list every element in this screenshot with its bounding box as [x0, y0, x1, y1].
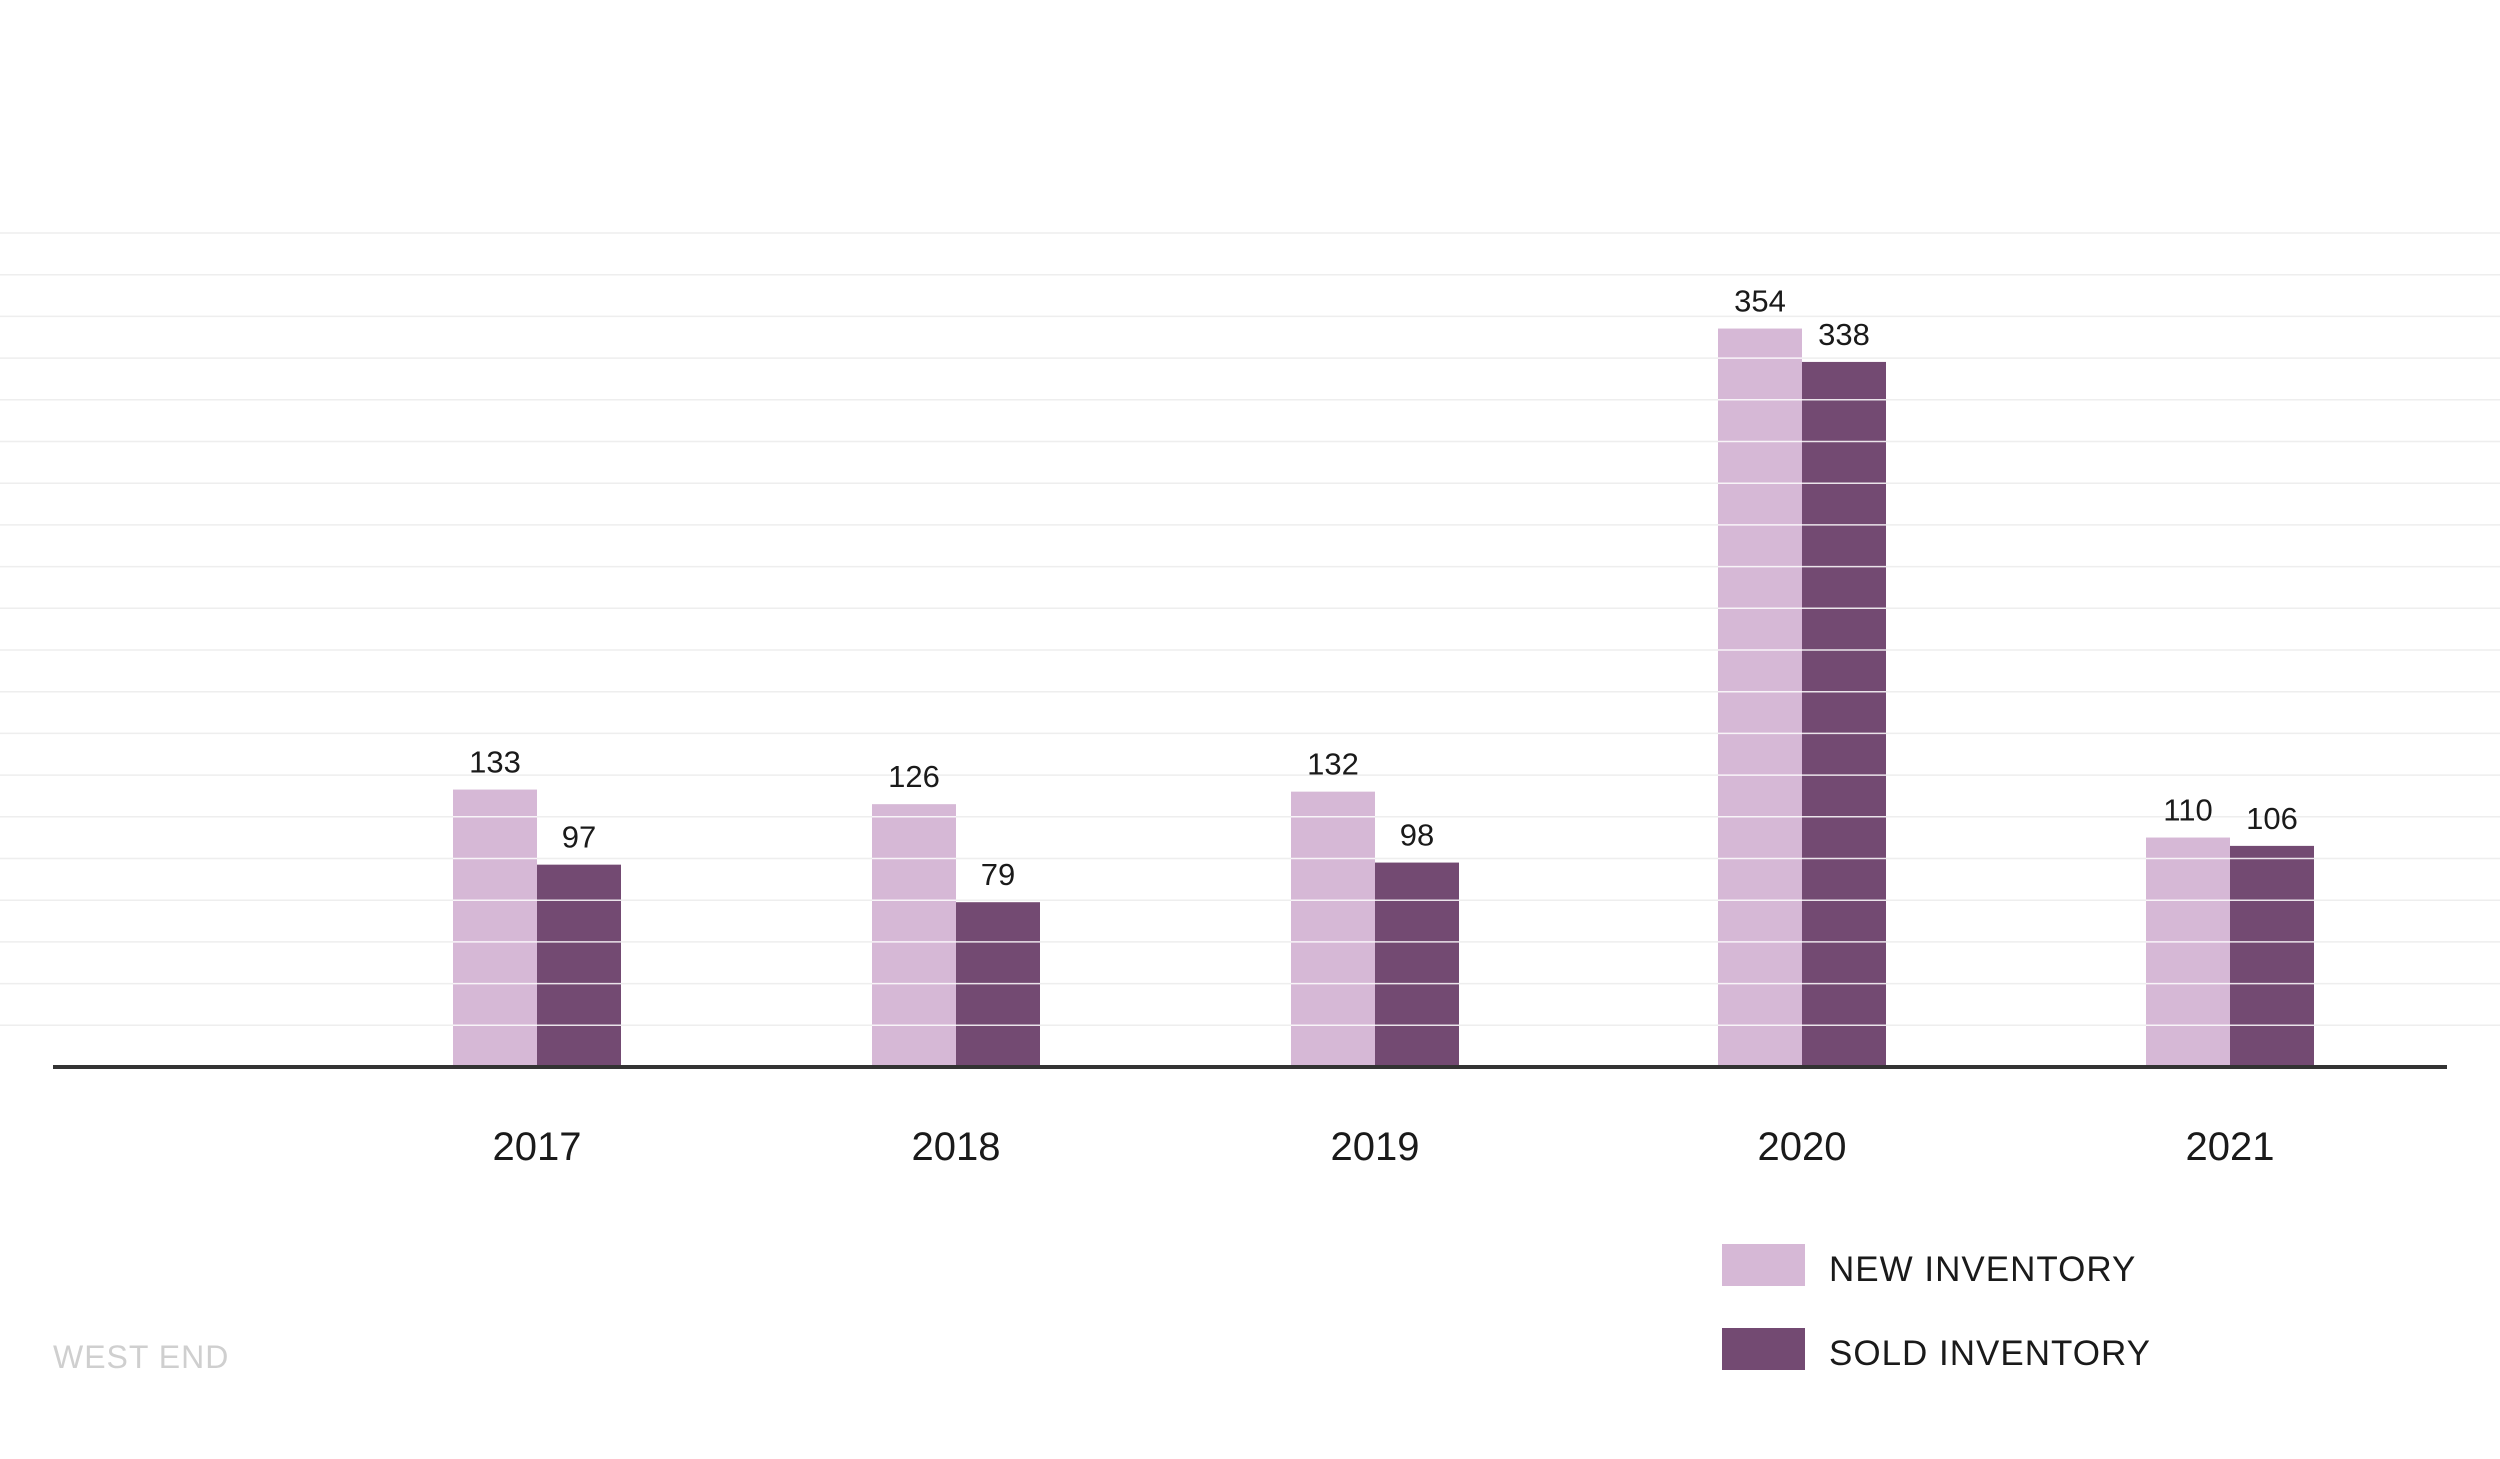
bar-new-2017: [453, 789, 537, 1067]
bar-new-2021: [2146, 837, 2230, 1067]
value-label-new-2021: 110: [2163, 793, 2212, 828]
x-tick-label-2020: 2020: [1758, 1125, 1847, 1169]
value-label-sold-2019: 98: [1400, 818, 1434, 853]
value-label-sold-2018: 79: [981, 857, 1015, 892]
legend-swatch-new: [1722, 1244, 1805, 1286]
x-tick-labels: 2017 2018 2019 2020 2021: [493, 1125, 2275, 1169]
bar-new-2018: [872, 804, 956, 1067]
bar-sold-2020: [1802, 361, 1886, 1067]
value-labels: 133 97 126 79 132 98 354 338 110 106: [469, 284, 2298, 893]
value-label-new-2020: 354: [1734, 284, 1786, 319]
bars: [453, 328, 2314, 1067]
legend: NEW INVENTORY SOLD INVENTORY: [1722, 1244, 2151, 1373]
value-label-sold-2021: 106: [2246, 801, 2298, 836]
x-tick-label-2021: 2021: [2186, 1125, 2275, 1169]
bar-separators: [453, 357, 2314, 1027]
value-label-new-2017: 133: [469, 745, 521, 780]
value-label-new-2019: 132: [1307, 747, 1359, 782]
value-label-sold-2017: 97: [562, 820, 596, 855]
bar-sold-2019: [1375, 862, 1459, 1067]
bar-new-2020: [1718, 328, 1802, 1067]
value-label-new-2018: 126: [888, 759, 940, 794]
x-tick-label-2017: 2017: [493, 1125, 582, 1169]
footer-label: WEST END: [53, 1339, 229, 1375]
x-tick-label-2019: 2019: [1331, 1125, 1420, 1169]
x-tick-label-2018: 2018: [912, 1125, 1001, 1169]
bar-sold-2018: [956, 902, 1040, 1067]
value-label-sold-2020: 338: [1818, 317, 1870, 352]
bar-sold-2021: [2230, 845, 2314, 1067]
legend-label-sold: SOLD INVENTORY: [1829, 1334, 2151, 1373]
gridlines: [0, 232, 2500, 1027]
legend-label-new: NEW INVENTORY: [1829, 1250, 2136, 1289]
legend-swatch-sold: [1722, 1328, 1805, 1370]
bar-new-2019: [1291, 791, 1375, 1067]
bar-sold-2017: [537, 864, 621, 1067]
